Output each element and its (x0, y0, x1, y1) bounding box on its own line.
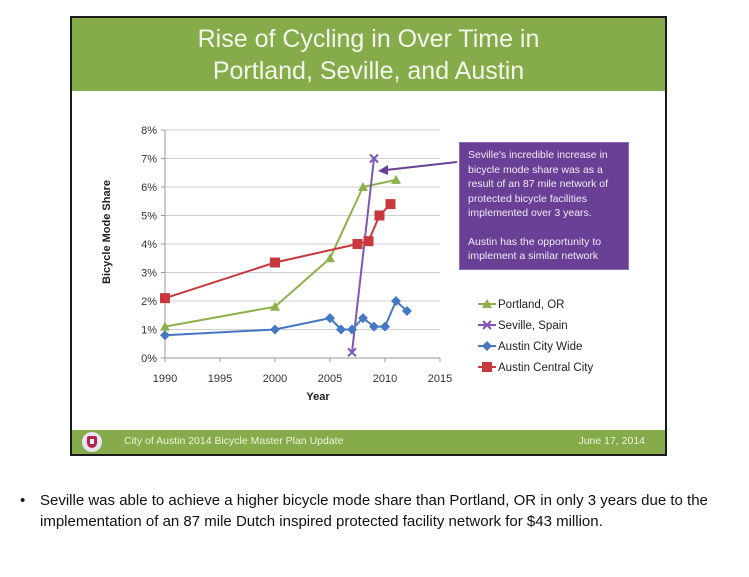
series-portland-or (160, 174, 401, 331)
callout-paragraph-2: Austin has the opportunity to implement … (468, 235, 602, 263)
data-point-austin-central-city (160, 293, 170, 304)
data-point-portland-or (391, 174, 401, 184)
x-tick-label: 2005 (318, 373, 342, 385)
callout-arrow (385, 161, 458, 171)
data-point-austin-city-wide (358, 313, 368, 324)
data-point-seville-spain (369, 153, 379, 164)
tick-labels: 0% 1% 2% 3% 4% 5% 6% 7% 8% 1990 1995 2000 2005 2010 20… (141, 125, 452, 385)
series-seville-spain (347, 153, 379, 358)
data-point-austin-city-wide (347, 324, 357, 335)
city-seal-icon (82, 432, 102, 452)
legend-item-austin-city-wide: Austin City Wide (478, 341, 582, 353)
grid-lines (165, 129, 440, 330)
data-point-austin-central-city (363, 236, 374, 247)
footer-title: City of Austin 2014 Bicycle Master Plan … (124, 435, 344, 447)
legend-label: Seville, Spain (498, 320, 568, 332)
series-line-seville-spain (351, 158, 375, 353)
y-tick-label: 1% (141, 325, 157, 337)
y-tick-label: 0% (141, 353, 157, 365)
series-austin-city-wide (160, 296, 412, 341)
data-point-austin-city-wide (391, 296, 401, 306)
slide-title-line1: Rise of Cycling in Over Time in (197, 25, 540, 53)
legend-item-seville-spain: Seville, Spain (478, 320, 568, 332)
x-tick-label: 2000 (263, 373, 287, 385)
legend-marker (482, 299, 492, 308)
data-point-austin-central-city (385, 199, 396, 210)
bullet-point: • Seville was able to achieve a higher b… (20, 490, 720, 532)
bullet-icon: • (20, 492, 26, 509)
slide-header: Rise of Cycling in Over Time in Portland… (72, 18, 665, 91)
y-tick-label: 5% (141, 211, 157, 223)
x-tick-label: 2015 (428, 373, 452, 385)
y-tick-label: 6% (141, 182, 157, 194)
legend-item-portland-or: Portland, OR (478, 299, 564, 311)
y-tick-label: 2% (141, 296, 157, 308)
slide-title-line2: Portland, Seville, and Austin (212, 57, 525, 85)
legend-label: Austin City Wide (498, 341, 582, 353)
legend-label: Austin Central City (498, 362, 593, 374)
axes (161, 129, 441, 362)
x-tick-label: 1990 (153, 373, 177, 385)
callout-paragraph-1: Seville's incredible increase in bicycle… (468, 149, 609, 219)
data-point-austin-central-city (374, 210, 385, 221)
y-axis-label: Bicycle Mode Share (101, 180, 113, 284)
legend-item-austin-central-city: Austin Central City (478, 362, 593, 374)
y-tick-label: 3% (141, 268, 157, 280)
legend-label: Portland, OR (498, 299, 564, 311)
data-point-portland-or (270, 301, 280, 311)
data-point-portland-or (325, 253, 335, 263)
data-point-seville-spain (347, 347, 357, 358)
data-point-austin-city-wide (369, 321, 379, 332)
series-austin-central-city (160, 199, 396, 304)
data-point-austin-central-city (352, 239, 363, 249)
series-group (160, 153, 412, 358)
footer-date: June 17, 2014 (578, 435, 645, 447)
y-tick-label: 7% (141, 154, 157, 166)
data-point-austin-central-city (270, 257, 280, 268)
data-point-austin-city-wide (160, 330, 170, 341)
data-point-austin-city-wide (270, 324, 280, 335)
slide-footer: City of Austin 2014 Bicycle Master Plan … (72, 430, 665, 454)
x-tick-label: 1995 (208, 373, 232, 385)
bullet-text: Seville was able to achieve a higher bic… (40, 492, 708, 530)
y-tick-label: 4% (141, 239, 157, 251)
legend-marker (482, 341, 492, 351)
legend: Portland, OR Seville, Spain Austin City Wi… (478, 299, 593, 374)
series-line-portland-or (164, 178, 397, 328)
data-point-portland-or (160, 321, 170, 331)
legend-marker (482, 320, 492, 330)
x-tick-label: 2010 (373, 373, 397, 385)
data-point-austin-city-wide (325, 313, 335, 324)
callout-arrow-head (378, 165, 388, 175)
series-line-austin-city-wide (164, 299, 408, 337)
data-point-austin-city-wide (380, 321, 390, 332)
y-tick-label: 8% (141, 125, 157, 137)
series-line-austin-central-city (164, 203, 392, 300)
chart: 0% 1% 2% 3% 4% 5% 6% 7% 8% 1990 1995 2000 2005 2010 20… (101, 125, 593, 403)
data-point-austin-city-wide (336, 324, 346, 335)
slide: Rise of Cycling in Over Time in Portland… (70, 16, 667, 456)
data-point-portland-or (358, 182, 368, 191)
seville-callout: Seville's incredible increase in bicycle… (459, 142, 629, 270)
x-axis-label: Year (306, 391, 330, 403)
legend-marker (482, 362, 492, 372)
data-point-austin-city-wide (402, 305, 412, 316)
